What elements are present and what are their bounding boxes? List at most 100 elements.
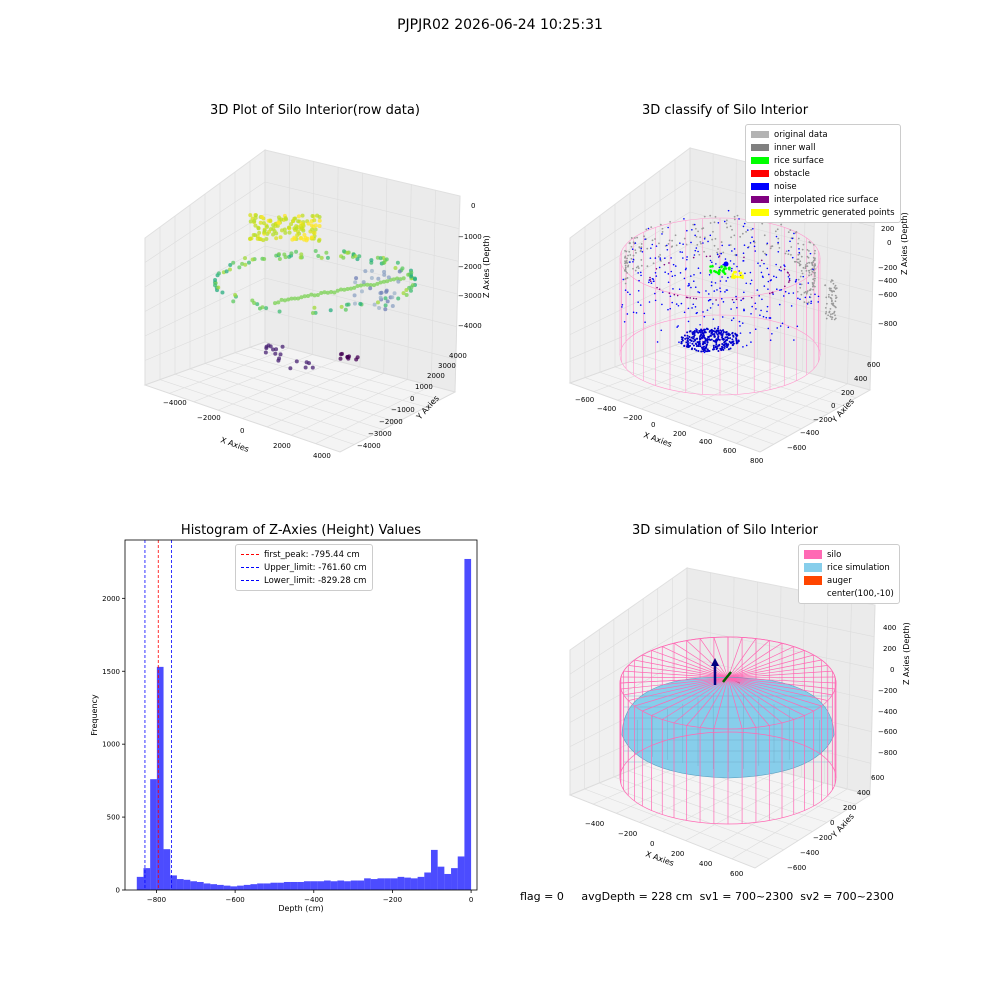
legend-label: Upper_limit: -761.60 cm [264, 562, 367, 573]
silo-roof-spoke [727, 670, 833, 679]
classify-point [646, 265, 649, 268]
classify-point [668, 239, 671, 242]
classify-point [680, 340, 683, 343]
raw-point [357, 254, 362, 259]
classify-point [788, 277, 791, 280]
raw-point [313, 223, 318, 228]
raw-point [352, 301, 357, 306]
silo-roof-spoke [628, 665, 729, 679]
histogram-vlines [144, 540, 172, 890]
classify-point [713, 340, 716, 343]
classify-point [629, 261, 631, 263]
classify-point [731, 228, 733, 231]
raw-point [228, 262, 233, 267]
classify-point [775, 235, 778, 238]
classify-point [677, 304, 680, 307]
classify-point [718, 255, 721, 257]
raw-point [307, 361, 312, 366]
classify-point [813, 282, 815, 284]
classify-point [682, 257, 684, 259]
classify-point [703, 328, 706, 331]
raw-point [216, 271, 221, 276]
histogram-bar [451, 868, 458, 890]
classify-point [810, 302, 812, 305]
histogram-bar [317, 881, 325, 890]
gridline [686, 597, 875, 637]
classify-point [622, 278, 625, 281]
classify-point [813, 279, 816, 282]
gridline [708, 782, 825, 851]
raw-point [231, 260, 236, 265]
classify-point [721, 334, 724, 337]
classify-point [686, 296, 689, 299]
classify-point [807, 249, 810, 252]
histogram-bar [424, 872, 431, 890]
classify-point [806, 262, 808, 265]
classify-point [813, 285, 816, 288]
classify-point [791, 256, 794, 259]
silo-roof-spoke [699, 677, 729, 728]
simulation-z-label: Z Axies (Depth) [902, 622, 911, 685]
raw-point [298, 236, 303, 241]
raw-point [273, 301, 277, 306]
classify-point [680, 342, 683, 345]
raw-point [263, 350, 268, 355]
classify-point [718, 271, 721, 274]
classify-point [670, 270, 673, 273]
classify-point [735, 254, 738, 256]
classify-point [831, 290, 834, 293]
histogram-bar [163, 849, 171, 890]
histogram-xtick-label: −800 [147, 896, 166, 904]
classify-point [718, 268, 722, 272]
raw-point [276, 300, 281, 305]
classify-point [624, 255, 627, 258]
classify-point [834, 314, 836, 317]
classify-point [685, 267, 687, 270]
raw-point [299, 295, 304, 300]
classify-point [705, 343, 708, 346]
classify-point [717, 325, 720, 328]
silo-roof-spoke [727, 640, 770, 679]
raw-point [278, 352, 283, 357]
classify-point [753, 245, 756, 248]
classify-point [696, 243, 699, 246]
raw-point [384, 288, 389, 293]
raw-point [375, 300, 380, 305]
classify-point [723, 347, 726, 350]
raw-point [286, 225, 291, 230]
classify-point [759, 314, 761, 316]
legend-swatch [751, 209, 769, 216]
classify-point [724, 267, 728, 270]
classify-point [809, 289, 812, 292]
classify-point [689, 297, 691, 299]
classify-point [733, 248, 736, 250]
classify-point [789, 240, 791, 243]
classify-point [715, 338, 718, 341]
histogram-legend: first_peak: -795.44 cm Upper_limit: -761… [235, 544, 373, 591]
classify-point [661, 303, 663, 306]
raw-point [404, 287, 409, 292]
classify-point [817, 301, 820, 303]
classify-point [647, 227, 650, 230]
histogram-bar [410, 878, 418, 890]
classify-point [784, 290, 787, 293]
histogram-bar [384, 878, 391, 890]
classify-point [723, 220, 726, 223]
classify-point [722, 301, 725, 303]
classify-point [725, 222, 728, 225]
raw-point [390, 295, 395, 300]
classify-point [797, 297, 799, 300]
raw-xtick: −4000 [163, 399, 187, 407]
classify-point [734, 332, 737, 335]
classify-ztick: 0 [887, 239, 891, 247]
classify-point [800, 283, 803, 286]
classify-point [793, 232, 795, 235]
classify-point [667, 308, 669, 311]
classify-point [690, 348, 693, 351]
classify-point [689, 275, 692, 277]
classify-point [717, 248, 719, 250]
histogram-y-label: Frequency [90, 694, 99, 736]
simulation-xtick: −200 [618, 830, 637, 838]
classify-point [745, 230, 747, 233]
classify-point [668, 262, 670, 264]
